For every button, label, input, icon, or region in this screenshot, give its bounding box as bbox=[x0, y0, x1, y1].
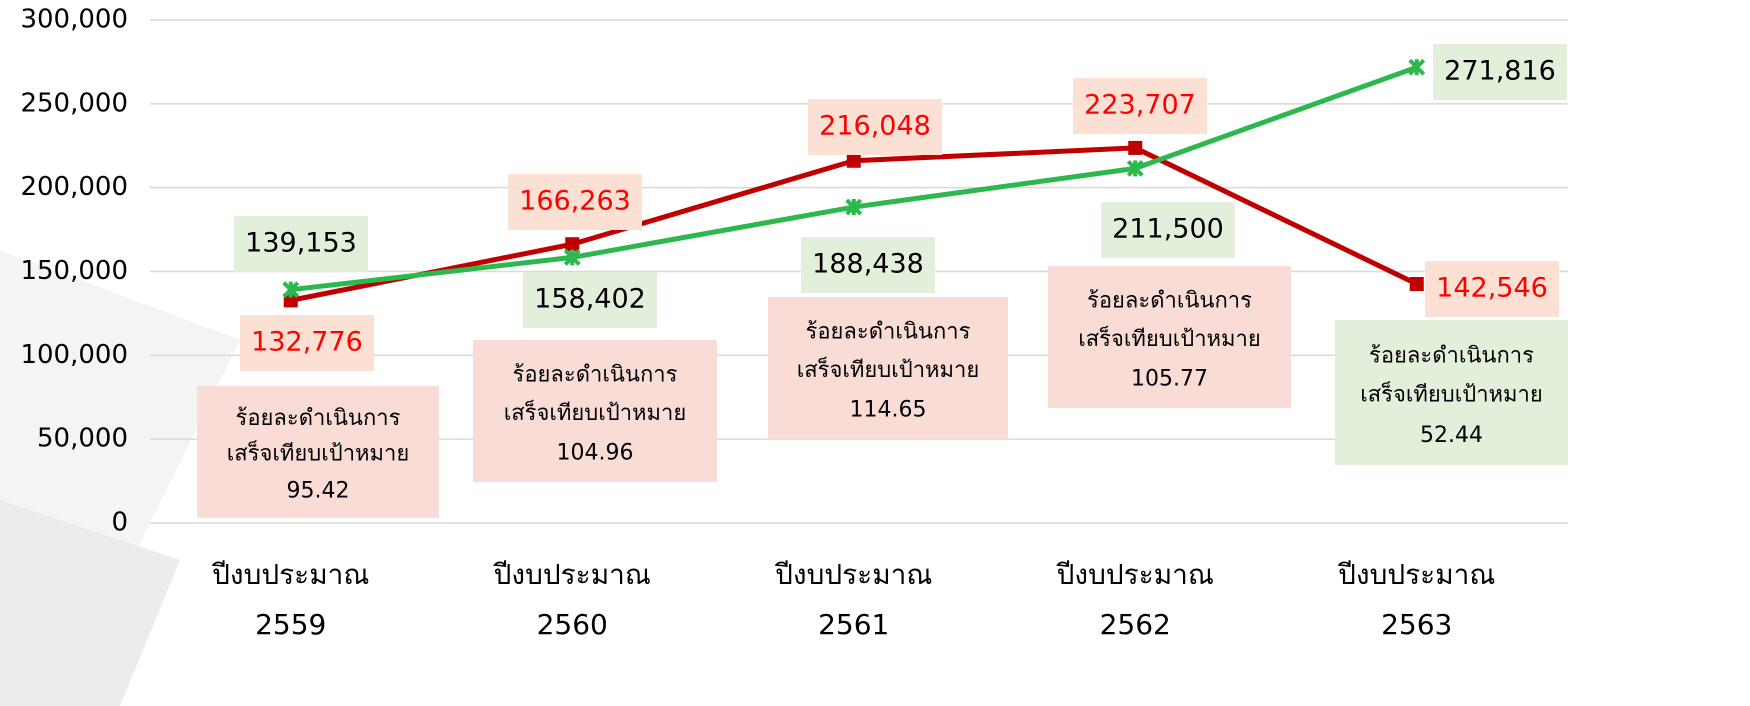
data-label: 139,153 bbox=[245, 228, 357, 259]
data-label-box bbox=[234, 216, 368, 272]
y-tick-label: 0 bbox=[111, 508, 128, 538]
x-tick-label: ปีงบประมาณ 2563 bbox=[1338, 558, 1496, 641]
annotation-box bbox=[197, 386, 439, 518]
annotation-text: ร้อยละดำเนินการ bbox=[806, 320, 971, 345]
y-tick-label: 50,000 bbox=[37, 424, 128, 454]
y-tick-label: 250,000 bbox=[20, 88, 128, 118]
annotation-text: ร้อยละดำเนินการ bbox=[1087, 289, 1252, 314]
annotation-text: เสร็จเทียบเป้าหมาย bbox=[504, 398, 687, 426]
data-label: 166,263 bbox=[519, 186, 631, 217]
annotation-value: 104.96 bbox=[557, 441, 634, 466]
x-tick-label: ปีงบประมาณ 2560 bbox=[493, 558, 651, 641]
annotation-box bbox=[768, 297, 1008, 439]
data-label-box bbox=[240, 315, 374, 371]
marker bbox=[565, 237, 580, 252]
data-label-box bbox=[1433, 44, 1567, 100]
annotation-box bbox=[1335, 320, 1568, 465]
annotation-text: เสร็จเทียบเป้าหมาย bbox=[227, 439, 410, 467]
data-label-box bbox=[508, 174, 642, 230]
data-label-box bbox=[808, 99, 942, 155]
annotation-text: ร้อยละดำเนินการ bbox=[236, 406, 401, 431]
annotation-text: ร้อยละดำเนินการ bbox=[513, 363, 678, 388]
x-tick-label: ปีงบประมาณ 2559 bbox=[212, 558, 370, 641]
data-label: 158,402 bbox=[534, 284, 646, 315]
data-label: 211,500 bbox=[1112, 214, 1224, 245]
annotation-value: 95.42 bbox=[287, 479, 350, 504]
y-tick-label: 200,000 bbox=[20, 172, 128, 202]
marker bbox=[282, 281, 300, 299]
data-label-box bbox=[523, 272, 657, 328]
marker bbox=[283, 293, 298, 308]
annotation-value: 52.44 bbox=[1420, 423, 1483, 448]
data-label: 142,546 bbox=[1436, 273, 1548, 304]
y-tick-label: 150,000 bbox=[20, 256, 128, 286]
marker bbox=[1128, 140, 1143, 155]
marker bbox=[1126, 159, 1144, 177]
annotation-text: เสร็จเทียบเป้าหมาย bbox=[797, 355, 980, 383]
data-label: 132,776 bbox=[251, 327, 363, 358]
annotation-text: เสร็จเทียบเป้าหมาย bbox=[1360, 379, 1543, 407]
data-label-box bbox=[1101, 202, 1235, 258]
marker bbox=[563, 248, 581, 266]
annotation-text: เสร็จเทียบเป้าหมาย bbox=[1078, 324, 1261, 352]
y-tick-label: 300,000 bbox=[20, 5, 128, 35]
x-tick-label: ปีงบประมาณ 2562 bbox=[1056, 558, 1214, 641]
annotation-box bbox=[1048, 266, 1291, 408]
data-label-box bbox=[801, 237, 935, 293]
marker bbox=[1409, 276, 1424, 291]
data-label: 216,048 bbox=[819, 111, 931, 142]
annotation-value: 114.65 bbox=[850, 398, 927, 423]
marker bbox=[846, 153, 861, 168]
data-label: 271,816 bbox=[1444, 56, 1556, 87]
annotation-text: ร้อยละดำเนินการ bbox=[1369, 343, 1534, 368]
annotation-value: 105.77 bbox=[1131, 367, 1208, 392]
data-label-box bbox=[1425, 261, 1559, 317]
background-shape bbox=[0, 500, 180, 706]
x-tick-label: ปีงบประมาณ 2561 bbox=[775, 558, 933, 641]
data-label-box bbox=[1073, 78, 1207, 134]
data-label: 223,707 bbox=[1084, 90, 1196, 121]
marker bbox=[845, 198, 863, 216]
annotation-box bbox=[473, 340, 717, 482]
marker bbox=[1408, 58, 1426, 76]
y-tick-label: 100,000 bbox=[20, 340, 128, 370]
data-label: 188,438 bbox=[812, 249, 924, 280]
